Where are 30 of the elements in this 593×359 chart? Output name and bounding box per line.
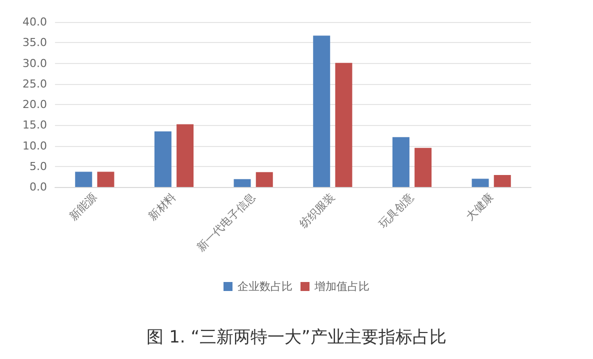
- x-tick-label: 纺织服装: [296, 190, 338, 231]
- x-tick-label: 新材料: [146, 190, 179, 223]
- y-tick-label: 40.0: [22, 16, 47, 28]
- y-tick-label: 0.0: [30, 180, 47, 194]
- bar: [256, 172, 273, 187]
- x-tick-label: 新一代电子信息: [194, 190, 258, 254]
- y-tick-label: 20.0: [22, 98, 47, 111]
- bar: [176, 124, 194, 187]
- legend-label: 企业数占比: [238, 280, 292, 293]
- y-tick-label: 25.0: [22, 77, 47, 90]
- y-tick-label: 10.0: [22, 139, 47, 152]
- x-tick-label: 玩具创意: [376, 190, 417, 231]
- bar: [154, 131, 172, 187]
- bar: [335, 62, 352, 187]
- bar: [494, 175, 511, 187]
- bar: [472, 178, 489, 187]
- y-tick-label: 5.0: [30, 160, 47, 173]
- bar: [75, 172, 92, 187]
- text: 图 1. “三新两特一大”产业主要指标占比: [146, 328, 446, 348]
- y-tick-label: 15.0: [22, 118, 47, 132]
- legend-label: 增加值占比: [314, 280, 370, 293]
- bar: [97, 172, 114, 187]
- x-tick-label: 新能源: [66, 190, 100, 223]
- x-tick-label: 大健康: [463, 190, 496, 223]
- y-tick-label: 30.0: [22, 56, 47, 70]
- y-tick-label: 35.0: [22, 36, 47, 50]
- bar: [313, 36, 330, 187]
- bar: [392, 137, 410, 187]
- bar: [234, 179, 251, 187]
- bar: [414, 148, 432, 187]
